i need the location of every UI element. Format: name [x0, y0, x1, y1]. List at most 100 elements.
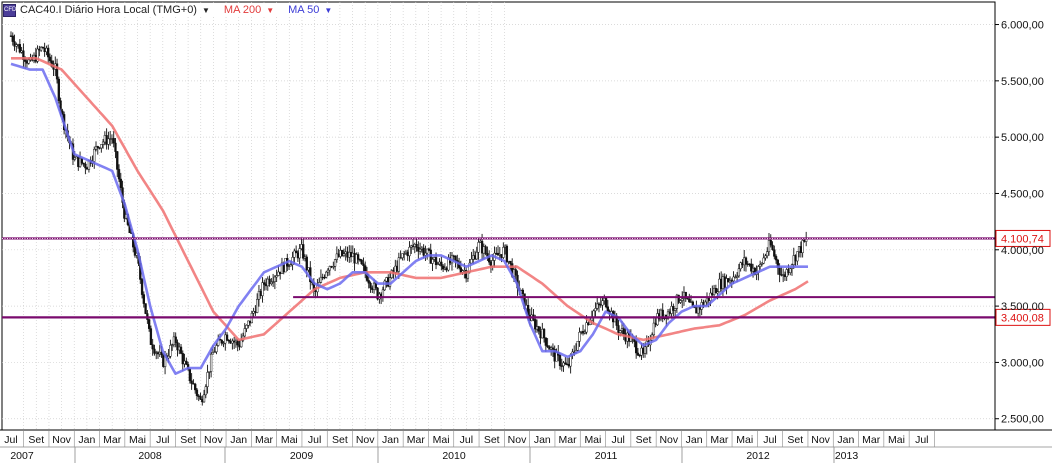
x-month-label: Jul: [308, 434, 321, 446]
x-month-label: Jul: [460, 434, 473, 446]
candle-body: [271, 281, 275, 283]
candle-body: [36, 48, 39, 62]
ma200-label[interactable]: MA 200: [223, 4, 262, 16]
candle-body: [117, 169, 121, 180]
candle-body: [101, 141, 105, 145]
x-month-label: Set: [332, 434, 348, 446]
candle-body: [681, 298, 684, 301]
candle-body: [84, 163, 87, 169]
candle-body: [635, 341, 638, 354]
candle-body: [174, 336, 177, 343]
candle-body: [55, 63, 59, 80]
x-month-label: Nov: [811, 434, 830, 446]
ma50-dropdown-icon[interactable]: ▼: [324, 5, 333, 15]
candle-body: [470, 259, 473, 264]
candle-body: [293, 250, 296, 258]
candle-body: [96, 146, 99, 148]
candle-body: [268, 278, 271, 284]
x-month-label: Set: [636, 434, 652, 446]
candle-body: [356, 254, 360, 260]
candle-body: [424, 252, 427, 256]
candle-body: [785, 269, 788, 277]
candle-body: [326, 269, 330, 273]
candle-body: [514, 269, 517, 276]
y-tick-label: 6.000,00: [1001, 20, 1044, 32]
x-month-label: Jul: [4, 434, 17, 446]
candle-body: [215, 345, 218, 353]
dropdown-arrow-icon[interactable]: ▼: [201, 5, 210, 15]
candle-body: [227, 340, 230, 342]
x-year-label: 2010: [442, 450, 466, 462]
candle-body: [403, 253, 406, 255]
candle-body: [287, 265, 291, 268]
candle-body: [47, 47, 50, 58]
candle-body: [426, 248, 429, 254]
level-price-box: [995, 308, 1051, 326]
candle-body: [604, 298, 608, 308]
candle-body: [116, 151, 119, 170]
candle-body: [732, 276, 735, 282]
candle-body: [22, 50, 25, 61]
candle-body: [760, 262, 764, 265]
candle-body: [383, 280, 386, 291]
chart-header-title[interactable]: CAC40.I Diário Hora Local (TMG+0): [20, 4, 197, 16]
candle-body: [213, 351, 216, 353]
candle-body: [263, 282, 266, 285]
x-month-label: Jul: [915, 434, 928, 446]
candle-body: [342, 253, 346, 256]
candle-body: [256, 299, 259, 313]
candle-body: [758, 264, 762, 267]
candle-body: [436, 263, 439, 266]
candle-body: [202, 394, 206, 403]
x-month-label: Jul: [156, 434, 169, 446]
y-tick-label: 4.000,00: [1001, 245, 1044, 257]
candle-body: [594, 308, 597, 312]
candle-body: [270, 281, 273, 284]
candle-body: [636, 352, 640, 356]
candle-body: [429, 249, 432, 264]
candle-body: [209, 353, 213, 372]
candle-body: [750, 263, 753, 272]
candle-body: [176, 342, 179, 351]
y-tick-label: 5.000,00: [1001, 132, 1044, 144]
candle-body: [475, 251, 478, 260]
ma50-label[interactable]: MA 50: [288, 4, 320, 16]
candle-body: [261, 282, 264, 296]
candle-body: [427, 248, 431, 251]
candle-body: [399, 257, 402, 259]
candle-body: [477, 242, 480, 253]
x-month-label: Nov: [52, 434, 71, 446]
candle-body: [578, 331, 581, 342]
candle-body: [688, 298, 691, 303]
y-tick-label: 3.500,00: [1001, 301, 1044, 313]
ma200-dropdown-icon[interactable]: ▼: [266, 5, 275, 15]
candle-body: [661, 309, 664, 319]
candle-body: [422, 247, 425, 256]
candle-body: [275, 275, 278, 278]
candle-body: [302, 244, 305, 259]
level-price-box: [995, 229, 1051, 247]
x-month-label: Mai: [888, 434, 905, 446]
candle-body: [521, 289, 524, 294]
candle-body: [546, 345, 549, 348]
candle-body: [408, 246, 411, 257]
x-month-label: Nov: [356, 434, 375, 446]
candle-body: [114, 142, 117, 152]
candle-body: [294, 250, 298, 254]
candle-body: [211, 352, 215, 355]
candle-body: [15, 44, 18, 47]
x-month-label: Set: [180, 434, 196, 446]
candle-body: [401, 253, 404, 258]
y-tick-label: 2.500,00: [1001, 414, 1044, 426]
candle-body: [666, 311, 670, 319]
candle-body: [41, 46, 45, 49]
candle-body: [328, 266, 331, 271]
x-month-label: Jan: [534, 434, 551, 446]
candle-body: [240, 340, 243, 348]
candle-body: [197, 395, 200, 397]
candle-body: [305, 256, 308, 271]
candle-body: [225, 334, 229, 341]
candle-body: [107, 138, 110, 145]
candle-body: [714, 287, 718, 294]
